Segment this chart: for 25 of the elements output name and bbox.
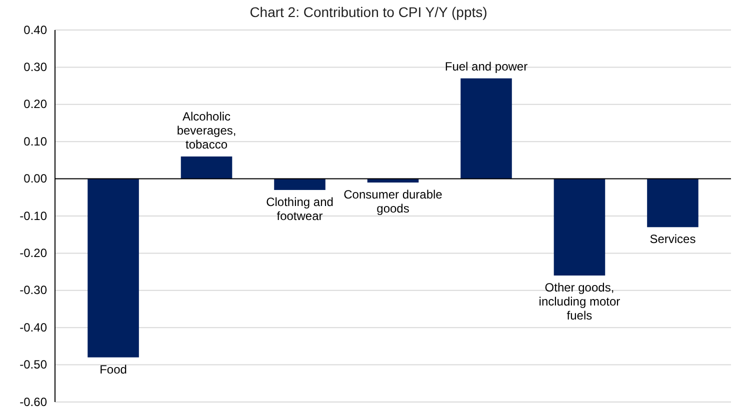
x-tick-label: Fuel and power bbox=[444, 59, 528, 74]
x-tick-label: Other goods, including motor fuels bbox=[538, 280, 620, 323]
bar bbox=[180, 156, 232, 179]
bar bbox=[460, 78, 512, 179]
x-tick-label: Consumer durable goods bbox=[344, 188, 443, 216]
y-tick-label: 0.10 bbox=[24, 134, 48, 148]
y-tick-label: 0.20 bbox=[24, 97, 48, 112]
bar bbox=[88, 178, 139, 358]
y-tick-label: 0.30 bbox=[24, 60, 48, 74]
y-tick-label: -0.40 bbox=[20, 320, 48, 334]
bar bbox=[274, 178, 326, 190]
x-tick-label: Food bbox=[100, 362, 127, 376]
y-tick-label: -0.60 bbox=[20, 394, 48, 409]
x-tick-label: Clothing and footwear bbox=[266, 194, 334, 223]
x-tick-label: Alcoholic beverages, tobacco bbox=[176, 109, 236, 152]
chart-title: Chart 2: Contribution to CPI Y/Y (ppts) bbox=[250, 4, 488, 20]
y-tick-label: 0.00 bbox=[24, 172, 48, 186]
bar bbox=[554, 178, 606, 276]
x-tick-label: Services bbox=[650, 232, 696, 246]
bar bbox=[647, 178, 698, 228]
y-tick-label: -0.20 bbox=[20, 246, 48, 260]
y-tick-label: 0.40 bbox=[24, 22, 48, 37]
y-tick-label: -0.50 bbox=[20, 358, 48, 372]
y-tick-label: -0.10 bbox=[20, 208, 48, 223]
y-tick-label: -0.30 bbox=[20, 283, 48, 298]
